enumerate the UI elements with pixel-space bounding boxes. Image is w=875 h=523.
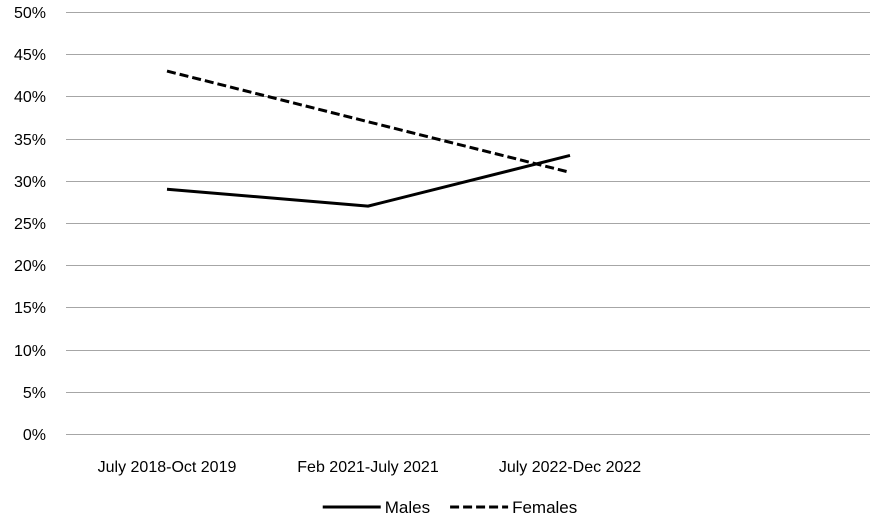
x-tick-label: July 2022-Dec 2022 xyxy=(499,459,641,476)
y-tick-label: 20% xyxy=(14,258,46,275)
y-tick-label: 25% xyxy=(14,216,46,233)
y-tick-label: 50% xyxy=(14,5,46,22)
x-tick-label: July 2018-Oct 2019 xyxy=(98,459,237,476)
y-axis-tick-labels: 0% 5% 10% 15% 20% 25% 30% 35% 40% 45% 50% xyxy=(14,5,46,444)
x-tick-label: Feb 2021-July 2021 xyxy=(297,459,439,476)
y-tick-label: 10% xyxy=(14,343,46,360)
y-tick-label: 0% xyxy=(23,427,46,444)
y-tick-label: 35% xyxy=(14,132,46,149)
y-tick-label: 15% xyxy=(14,300,46,317)
legend: Males Females xyxy=(322,498,577,517)
legend-label-males: Males xyxy=(385,498,430,517)
x-axis-tick-labels: July 2018-Oct 2019 Feb 2021-July 2021 July… xyxy=(98,459,642,476)
y-tick-label: 45% xyxy=(14,47,46,64)
y-tick-label: 40% xyxy=(14,89,46,106)
gridlines xyxy=(66,12,870,435)
series-lines xyxy=(166,69,571,208)
series-line-females xyxy=(166,69,571,174)
series-line-males xyxy=(166,154,571,208)
y-tick-label: 30% xyxy=(14,174,46,191)
y-tick-label: 5% xyxy=(23,385,46,402)
legend-label-females: Females xyxy=(512,498,577,517)
